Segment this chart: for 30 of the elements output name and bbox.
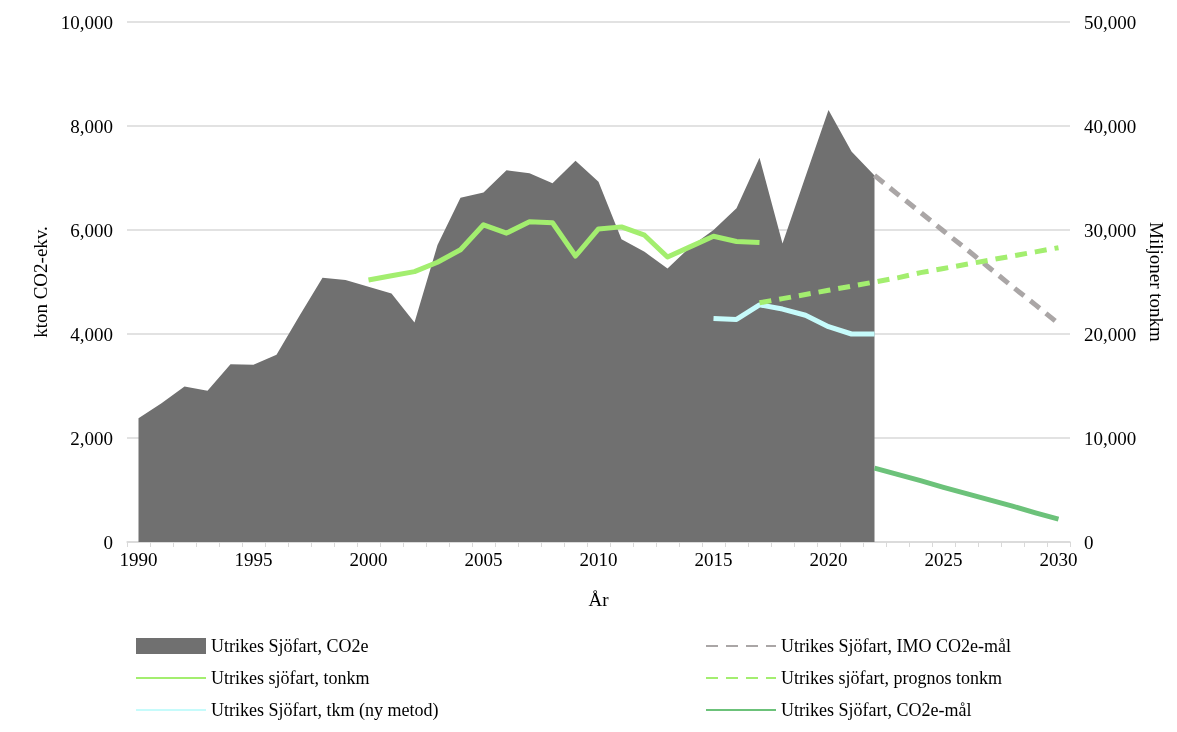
legend-label: Utrikes Sjöfart, CO2e <box>211 636 369 656</box>
y2-tick-label: 40,000 <box>1084 115 1137 137</box>
y-tick-label: 10,000 <box>60 11 113 33</box>
y2-tick-label: 0 <box>1084 531 1094 553</box>
x-axis-title: År <box>588 589 610 610</box>
legend-label: Utrikes Sjöfart, CO2e-mål <box>781 700 972 720</box>
legend-label: Utrikes sjöfart, prognos tonkm <box>781 668 1002 688</box>
y2-axis-title: Miljoner tonkm <box>1146 222 1168 343</box>
y-tick-label: 6,000 <box>70 219 113 241</box>
x-tick-label: 1990 <box>119 549 158 570</box>
y-tick-label: 2,000 <box>70 427 113 449</box>
x-tick-label: 2005 <box>464 549 503 570</box>
y-tick-label: 8,000 <box>70 115 113 137</box>
y2-tick-label: 30,000 <box>1084 219 1137 241</box>
legend-label: Utrikes Sjöfart, tkm (ny metod) <box>211 700 439 721</box>
y-axis-title: kton CO2-ekv. <box>29 226 51 338</box>
x-tick-label: 2030 <box>1039 549 1078 570</box>
y-tick-label: 4,000 <box>70 323 113 345</box>
y2-tick-label: 50,000 <box>1084 11 1137 33</box>
y-tick-label: 0 <box>103 531 113 553</box>
x-tick-label: 1995 <box>234 549 273 570</box>
y2-tick-label: 10,000 <box>1084 427 1137 449</box>
x-tick-label: 2000 <box>349 549 388 570</box>
x-tick-label: 2010 <box>579 549 618 570</box>
y2-tick-label: 20,000 <box>1084 323 1137 345</box>
legend-label: Utrikes sjöfart, tonkm <box>211 668 370 688</box>
legend-label: Utrikes Sjöfart, IMO CO2e-mål <box>781 636 1011 656</box>
x-tick-label: 2020 <box>809 549 848 570</box>
x-tick-label: 2025 <box>924 549 963 570</box>
x-tick-label: 2015 <box>694 549 733 570</box>
